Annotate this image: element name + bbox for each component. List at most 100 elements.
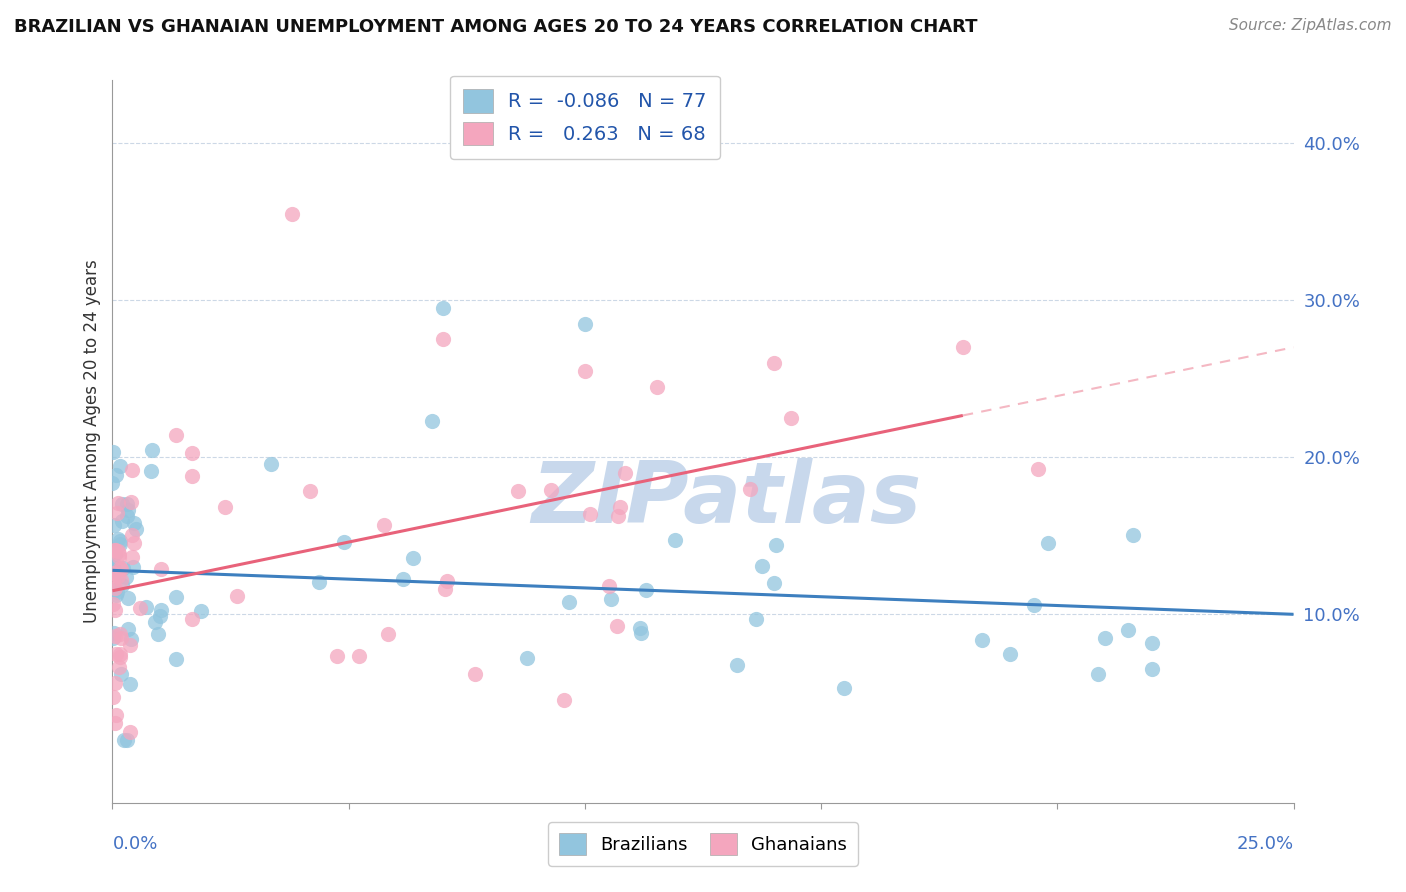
Point xyxy=(181,469,204,483)
Point xyxy=(103,566,125,580)
Point xyxy=(952,340,974,354)
Point xyxy=(998,647,1021,661)
Point xyxy=(121,560,143,574)
Point xyxy=(190,604,212,618)
Point xyxy=(745,612,768,626)
Point xyxy=(108,647,131,661)
Point xyxy=(101,476,124,491)
Point xyxy=(763,576,786,591)
Point xyxy=(121,463,143,477)
Point xyxy=(115,508,138,523)
Point xyxy=(181,446,204,460)
Point xyxy=(628,621,651,635)
Point xyxy=(664,533,686,548)
Point xyxy=(1094,631,1116,645)
Point xyxy=(1022,598,1045,612)
Point xyxy=(110,667,132,681)
Point xyxy=(112,733,135,747)
Text: BRAZILIAN VS GHANAIAN UNEMPLOYMENT AMONG AGES 20 TO 24 YEARS CORRELATION CHART: BRAZILIAN VS GHANAIAN UNEMPLOYMENT AMONG… xyxy=(14,18,977,36)
Point xyxy=(553,693,575,707)
Point xyxy=(104,583,127,598)
Point xyxy=(165,591,187,605)
Point xyxy=(607,508,630,523)
Point xyxy=(740,482,762,496)
Point xyxy=(110,574,132,588)
Point xyxy=(970,632,993,647)
Point xyxy=(103,542,125,557)
Point xyxy=(148,626,170,640)
Point xyxy=(832,681,855,695)
Point xyxy=(558,595,581,609)
Point xyxy=(613,466,636,480)
Point xyxy=(540,483,562,497)
Point xyxy=(104,629,127,643)
Point xyxy=(101,445,124,459)
Point xyxy=(1122,528,1144,542)
Point xyxy=(104,565,127,579)
Point xyxy=(420,414,443,428)
Point xyxy=(373,518,395,533)
Point xyxy=(332,535,354,549)
Point xyxy=(145,615,167,629)
Point xyxy=(115,497,138,511)
Point xyxy=(124,516,146,530)
Point xyxy=(392,572,415,586)
Point xyxy=(779,411,801,425)
Point xyxy=(108,550,131,565)
Point xyxy=(107,569,129,583)
Point xyxy=(124,536,146,550)
Text: Source: ZipAtlas.com: Source: ZipAtlas.com xyxy=(1229,18,1392,33)
Point xyxy=(402,551,425,566)
Text: 0.0%: 0.0% xyxy=(112,835,157,854)
Point xyxy=(377,627,399,641)
Point xyxy=(117,622,139,636)
Point xyxy=(141,443,163,458)
Point xyxy=(599,592,621,607)
Point xyxy=(606,618,628,632)
Point xyxy=(574,317,596,331)
Point xyxy=(107,496,129,510)
Point xyxy=(725,658,748,673)
Point xyxy=(104,547,127,561)
Point xyxy=(111,561,134,575)
Point xyxy=(103,626,125,640)
Point xyxy=(104,543,127,558)
Point xyxy=(101,690,124,704)
Point xyxy=(645,380,668,394)
Point xyxy=(103,716,125,731)
Point xyxy=(108,627,131,641)
Point xyxy=(111,497,134,511)
Point xyxy=(104,676,127,690)
Point xyxy=(180,612,202,626)
Point xyxy=(762,356,785,370)
Point xyxy=(108,561,131,575)
Point xyxy=(101,597,124,611)
Point xyxy=(120,495,142,509)
Point xyxy=(107,544,129,558)
Point xyxy=(104,647,127,661)
Point xyxy=(436,574,458,588)
Point xyxy=(751,558,773,573)
Point xyxy=(105,506,128,520)
Point xyxy=(120,677,142,691)
Y-axis label: Unemployment Among Ages 20 to 24 years: Unemployment Among Ages 20 to 24 years xyxy=(83,260,101,624)
Point xyxy=(107,660,129,674)
Point xyxy=(108,537,131,551)
Point xyxy=(464,666,486,681)
Point xyxy=(226,590,249,604)
Point xyxy=(165,651,187,665)
Point xyxy=(141,464,163,478)
Point xyxy=(150,562,173,576)
Point xyxy=(118,724,141,739)
Point xyxy=(214,500,236,514)
Point xyxy=(326,649,349,664)
Point xyxy=(765,538,787,552)
Point xyxy=(111,578,134,592)
Point xyxy=(634,582,657,597)
Point xyxy=(115,570,138,584)
Point xyxy=(111,514,134,528)
Point xyxy=(105,468,128,483)
Legend: Brazilians, Ghanaians: Brazilians, Ghanaians xyxy=(548,822,858,866)
Point xyxy=(434,582,457,596)
Point xyxy=(135,599,157,614)
